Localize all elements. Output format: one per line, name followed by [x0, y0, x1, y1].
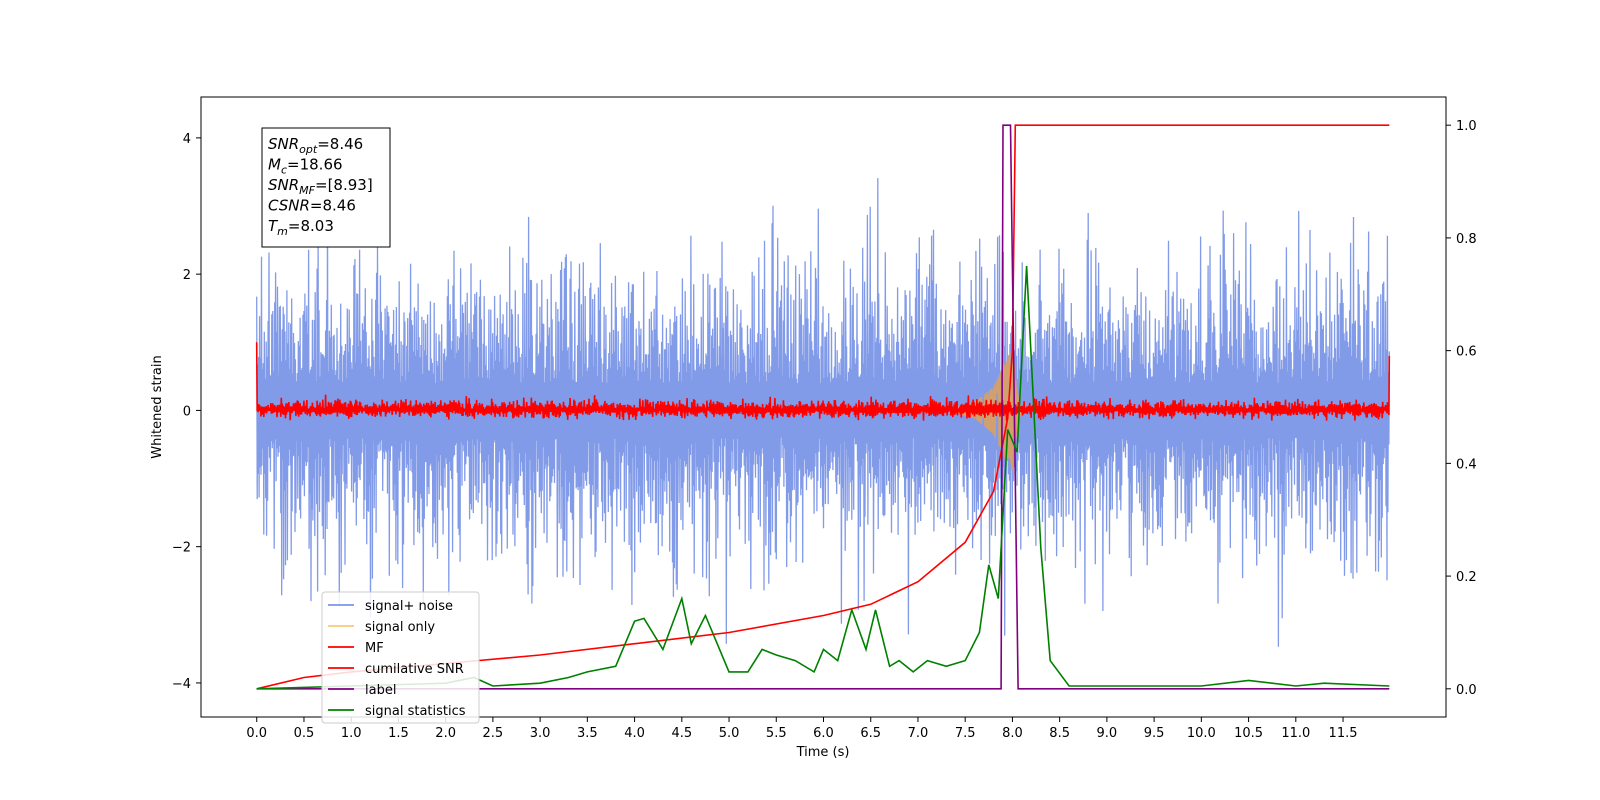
y2-tick-label: 0.0 — [1456, 683, 1477, 698]
y-axis-label: Whitened strain — [150, 355, 165, 458]
y-tick-label: 4 — [183, 132, 191, 147]
info-box: SNRopt=8.46Mc=18.66SNRMF=[8.93]CSNR=8.46… — [261, 127, 391, 248]
y2-tick-label: 0.2 — [1456, 570, 1477, 585]
x-tick-label: 7.0 — [908, 726, 929, 741]
axes-layer: 0.0 0.5 1.0 1.5 2.0 2.5 3.0 3.5 4.0 4.5 5.0 5.5 6.0 6… — [172, 119, 1477, 741]
info-box-frame — [261, 127, 391, 248]
x-tick-label: 6.5 — [860, 726, 881, 741]
x-tick-label: 3.0 — [530, 726, 551, 741]
legend-label: cumilative SNR — [365, 662, 464, 677]
series-mf — [255, 342, 1391, 421]
y-tick-label: −4 — [172, 677, 191, 692]
legend-label: signal+ noise — [365, 599, 453, 614]
legend: signal+ noise signal only MF cumilative SNR… — [321, 591, 480, 724]
y2-tick-label: 0.6 — [1456, 345, 1477, 360]
x-tick-label: 7.5 — [955, 726, 976, 741]
info-box-line: SNRMF=[8.93] — [268, 176, 373, 197]
x-axis-label: Time (s) — [796, 745, 850, 760]
x-tick-label: 0.0 — [246, 726, 267, 741]
x-tick-label: 9.5 — [1144, 726, 1165, 741]
x-tick-label: 1.0 — [341, 726, 362, 741]
x-tick-label: 10.0 — [1187, 726, 1216, 741]
y2-tick-label: 1.0 — [1456, 119, 1477, 134]
y-tick-label: 0 — [183, 404, 191, 419]
info-box-line: CSNR=8.46 — [268, 197, 356, 215]
legend-label: MF — [365, 641, 384, 656]
x-tick-label: 2.5 — [483, 726, 504, 741]
legend-frame — [321, 591, 480, 724]
x-tick-label: 9.0 — [1097, 726, 1118, 741]
x-tick-label: 4.5 — [671, 726, 692, 741]
x-tick-label: 3.5 — [577, 726, 598, 741]
info-box-line: SNRopt=8.46 — [268, 135, 363, 156]
series-label — [256, 124, 1390, 690]
x-tick-label: 11.0 — [1281, 726, 1310, 741]
y-tick-label: 2 — [183, 268, 191, 283]
info-box-line: Tm=8.03 — [268, 217, 334, 238]
x-tick-label: 2.0 — [435, 726, 456, 741]
series-signal-statistics — [256, 266, 1390, 690]
x-tick-label: 0.5 — [294, 726, 315, 741]
series-signal-noise — [256, 178, 1390, 647]
legend-label: signal statistics — [365, 704, 466, 719]
x-tick-label: 4.0 — [624, 726, 645, 741]
x-tick-label: 5.0 — [719, 726, 740, 741]
y-tick-label: −2 — [172, 541, 191, 556]
y2-tick-label: 0.4 — [1456, 457, 1477, 472]
x-tick-label: 1.5 — [388, 726, 409, 741]
info-box-line: Mc=18.66 — [268, 156, 343, 177]
x-tick-label: 8.5 — [1049, 726, 1070, 741]
x-tick-label: 10.5 — [1234, 726, 1263, 741]
x-tick-label: 11.5 — [1329, 726, 1358, 741]
x-tick-label: 8.0 — [1002, 726, 1023, 741]
legend-label: signal only — [365, 620, 435, 635]
x-tick-label: 6.0 — [813, 726, 834, 741]
legend-label: label — [365, 683, 396, 698]
x-tick-label: 5.5 — [766, 726, 787, 741]
y2-tick-label: 0.8 — [1456, 232, 1477, 247]
